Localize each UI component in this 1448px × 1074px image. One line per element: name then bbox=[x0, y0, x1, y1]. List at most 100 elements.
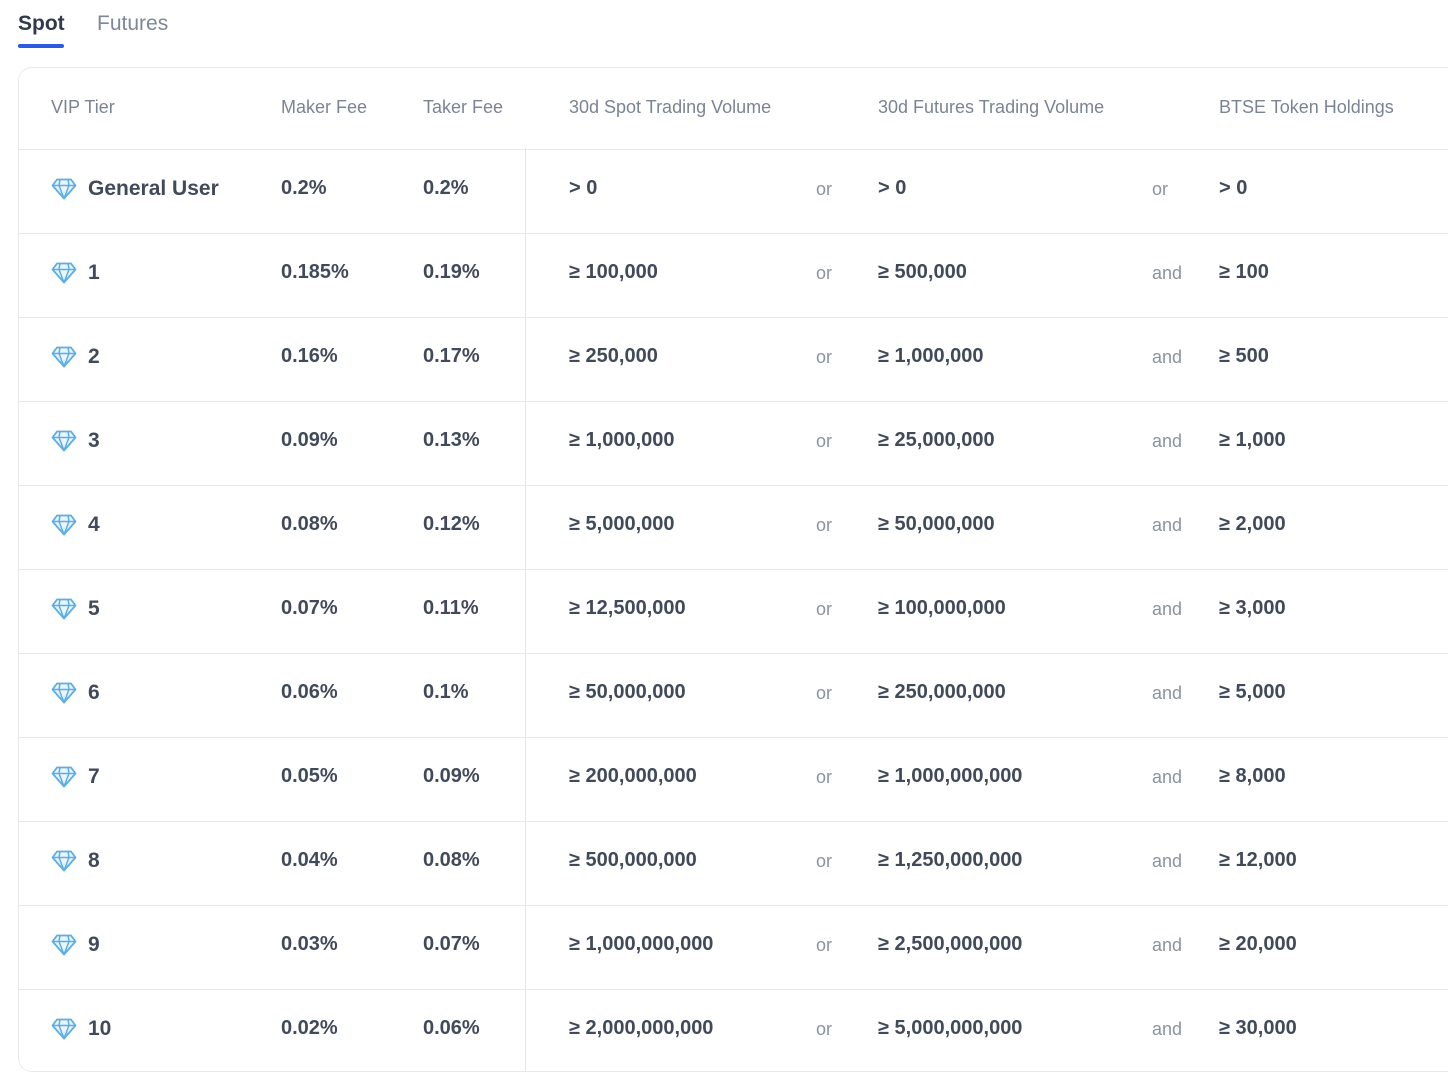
conjunction-label: and bbox=[1152, 599, 1183, 619]
header-futures-volume: 30d Futures Trading Volume bbox=[878, 97, 1105, 117]
token-holdings-value: ≥ 2,000 bbox=[1219, 513, 1286, 535]
token-holdings-value: ≥ 3,000 bbox=[1219, 597, 1286, 619]
tier-cell: 4 bbox=[51, 513, 100, 537]
tier-cell: 7 bbox=[51, 765, 100, 789]
header-taker-fee: Taker Fee bbox=[423, 97, 504, 117]
taker-fee-value: 0.13% bbox=[423, 429, 480, 451]
maker-fee-value: 0.04% bbox=[281, 849, 338, 871]
tier-label: 10 bbox=[88, 1017, 112, 1040]
futures-volume-value: > 0 bbox=[878, 177, 907, 199]
token-holdings-value: > 0 bbox=[1219, 177, 1248, 199]
spot-volume-value: ≥ 5,000,000 bbox=[569, 513, 675, 535]
maker-fee-value: 0.08% bbox=[281, 513, 338, 535]
taker-fee-value: 0.11% bbox=[423, 597, 479, 619]
taker-fee-value: 0.07% bbox=[423, 933, 480, 955]
conjunction-label: and bbox=[1152, 263, 1183, 283]
spot-volume-value: ≥ 1,000,000,000 bbox=[569, 933, 714, 955]
tier-label: 2 bbox=[88, 345, 100, 368]
conjunction-label: or bbox=[816, 179, 833, 199]
conjunction-label: or bbox=[816, 599, 833, 619]
futures-volume-value: ≥ 50,000,000 bbox=[878, 513, 995, 535]
spot-volume-value: ≥ 100,000 bbox=[569, 261, 658, 283]
tier-cell: 3 bbox=[51, 429, 100, 453]
tier-label: 4 bbox=[88, 513, 100, 536]
table-header: VIP Tier Maker Fee Taker Fee 30d Spot Tr… bbox=[19, 68, 1448, 150]
conjunction-label: and bbox=[1152, 1019, 1183, 1039]
table-row: 6 0.06% 0.1% ≥ 50,000,000 or ≥ 250,000,0… bbox=[19, 653, 1448, 738]
tier-cell: 10 bbox=[51, 1017, 111, 1041]
futures-volume-value: ≥ 100,000,000 bbox=[878, 597, 1006, 619]
diamond-icon bbox=[51, 1018, 77, 1040]
spot-volume-value: ≥ 500,000,000 bbox=[569, 849, 697, 871]
maker-fee-value: 0.07% bbox=[281, 597, 338, 619]
conjunction-label: or bbox=[1152, 179, 1169, 199]
conjunction-label: or bbox=[816, 263, 833, 283]
spot-volume-value: ≥ 1,000,000 bbox=[569, 429, 675, 451]
futures-volume-value: ≥ 1,000,000,000 bbox=[878, 765, 1023, 787]
token-holdings-value: ≥ 100 bbox=[1219, 261, 1269, 283]
diamond-icon bbox=[51, 262, 77, 284]
conjunction-label: or bbox=[816, 767, 833, 787]
token-holdings-value: ≥ 30,000 bbox=[1219, 1017, 1297, 1039]
spot-volume-value: ≥ 50,000,000 bbox=[569, 681, 686, 703]
table-row: 3 0.09% 0.13% ≥ 1,000,000 or ≥ 25,000,00… bbox=[19, 401, 1448, 486]
tier-label: 9 bbox=[88, 933, 100, 956]
tier-label: 8 bbox=[88, 849, 100, 872]
conjunction-label: or bbox=[816, 683, 833, 703]
header-token-holdings: BTSE Token Holdings bbox=[1219, 97, 1394, 117]
header-vip-tier: VIP Tier bbox=[51, 97, 115, 117]
spot-volume-value: > 0 bbox=[569, 177, 598, 199]
table-row: 9 0.03% 0.07% ≥ 1,000,000,000 or ≥ 2,500… bbox=[19, 905, 1448, 990]
maker-fee-value: 0.06% bbox=[281, 681, 338, 703]
table-row: 7 0.05% 0.09% ≥ 200,000,000 or ≥ 1,000,0… bbox=[19, 737, 1448, 822]
conjunction-label: and bbox=[1152, 851, 1183, 871]
conjunction-label: and bbox=[1152, 767, 1183, 787]
column-divider bbox=[525, 148, 526, 1071]
tab-spot[interactable]: Spot bbox=[18, 12, 65, 35]
taker-fee-value: 0.09% bbox=[423, 765, 480, 787]
maker-fee-value: 0.185% bbox=[281, 261, 349, 283]
tier-cell: 6 bbox=[51, 681, 100, 705]
vip-fee-table: VIP Tier Maker Fee Taker Fee 30d Spot Tr… bbox=[18, 67, 1448, 1072]
table-row: 5 0.07% 0.11% ≥ 12,500,000 or ≥ 100,000,… bbox=[19, 569, 1448, 654]
taker-fee-value: 0.06% bbox=[423, 1017, 480, 1039]
conjunction-label: or bbox=[816, 935, 833, 955]
spot-volume-value: ≥ 250,000 bbox=[569, 345, 658, 367]
diamond-icon bbox=[51, 682, 77, 704]
spot-volume-value: ≥ 200,000,000 bbox=[569, 765, 697, 787]
futures-volume-value: ≥ 25,000,000 bbox=[878, 429, 995, 451]
conjunction-label: or bbox=[816, 431, 833, 451]
conjunction-label: or bbox=[816, 1019, 833, 1039]
taker-fee-value: 0.17% bbox=[423, 345, 480, 367]
token-holdings-value: ≥ 500 bbox=[1219, 345, 1269, 367]
tier-cell: 9 bbox=[51, 933, 100, 957]
token-holdings-value: ≥ 12,000 bbox=[1219, 849, 1297, 871]
taker-fee-value: 0.19% bbox=[423, 261, 480, 283]
diamond-icon bbox=[51, 766, 77, 788]
header-spot-volume: 30d Spot Trading Volume bbox=[569, 97, 772, 117]
tier-cell: General User bbox=[51, 177, 219, 201]
diamond-icon bbox=[51, 598, 77, 620]
token-holdings-value: ≥ 1,000 bbox=[1219, 429, 1286, 451]
tier-label: 6 bbox=[88, 681, 100, 704]
diamond-icon bbox=[51, 430, 77, 452]
diamond-icon bbox=[51, 346, 77, 368]
token-holdings-value: ≥ 5,000 bbox=[1219, 681, 1286, 703]
futures-volume-value: ≥ 5,000,000,000 bbox=[878, 1017, 1023, 1039]
diamond-icon bbox=[51, 178, 77, 200]
conjunction-label: and bbox=[1152, 431, 1183, 451]
tier-label: 7 bbox=[88, 765, 100, 788]
conjunction-label: and bbox=[1152, 515, 1183, 535]
table-row: 2 0.16% 0.17% ≥ 250,000 or ≥ 1,000,000 a… bbox=[19, 317, 1448, 402]
tier-cell: 5 bbox=[51, 597, 100, 621]
maker-fee-value: 0.09% bbox=[281, 429, 338, 451]
taker-fee-value: 0.12% bbox=[423, 513, 480, 535]
conjunction-label: or bbox=[816, 851, 833, 871]
conjunction-label: or bbox=[816, 347, 833, 367]
taker-fee-value: 0.2% bbox=[423, 177, 469, 199]
table-row: 1 0.185% 0.19% ≥ 100,000 or ≥ 500,000 an… bbox=[19, 233, 1448, 318]
tab-futures[interactable]: Futures bbox=[97, 12, 169, 35]
futures-volume-value: ≥ 250,000,000 bbox=[878, 681, 1006, 703]
table-row: 8 0.04% 0.08% ≥ 500,000,000 or ≥ 1,250,0… bbox=[19, 821, 1448, 906]
tier-label: 5 bbox=[88, 597, 100, 620]
